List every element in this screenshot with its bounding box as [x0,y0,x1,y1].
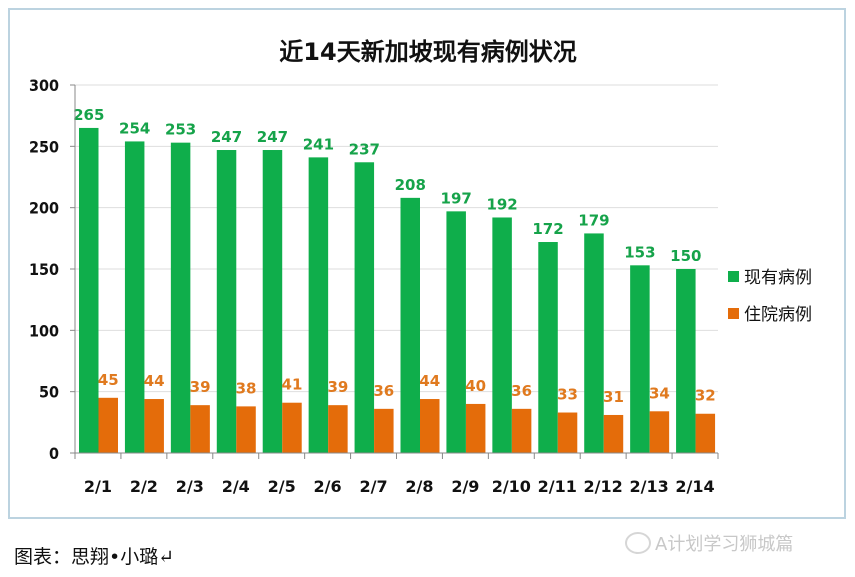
data-label: 32 [695,387,716,405]
data-label: 254 [119,119,150,137]
bar-active [216,150,237,453]
data-label: 179 [578,211,609,229]
bar-hospitalized [236,406,256,453]
data-label: 39 [327,378,348,396]
bar-active [446,211,466,453]
bar-active [170,142,191,454]
x-tick-label: 2/11 [538,477,577,496]
x-tick-label: 2/10 [492,477,531,496]
chart-title: 近14天新加坡现有病例状况 [279,38,576,66]
data-label: 36 [511,382,532,400]
x-tick-label: 2/8 [405,477,433,496]
bar-hospitalized [603,414,624,453]
bar-hospitalized [420,399,440,453]
data-label: 31 [603,388,624,406]
bar-hospitalized [328,405,348,453]
bar-active [492,217,512,453]
y-tick-label: 300 [29,76,59,95]
x-tick-label: 2/6 [314,477,342,496]
bar-hospitalized [98,397,118,453]
data-label: 192 [486,195,517,213]
bar-hospitalized [465,403,486,453]
data-label: 41 [282,376,303,394]
x-tick-label: 2/7 [359,477,387,496]
bar-hospitalized [144,399,164,453]
y-tick-label: 50 [39,383,59,402]
data-label: 44 [419,372,440,390]
bar-active [124,141,145,453]
bar-active [79,127,99,453]
x-tick-label: 2/1 [84,477,112,496]
figure-caption: 图表：思翔•小璐↵ [14,546,175,568]
data-label: 208 [395,176,426,194]
data-label: 44 [144,372,165,390]
data-label: 172 [532,220,563,238]
data-label: 253 [165,121,196,139]
y-tick-label: 0 [49,444,59,463]
watermark: A计划学习狮城篇 [625,530,793,556]
data-label: 197 [441,189,472,207]
legend-label: 住院病例 [744,305,812,325]
x-tick-label: 2/4 [222,477,250,496]
bar-active [584,233,604,453]
x-tick-label: 2/9 [451,477,479,496]
x-tick-label: 2/5 [268,477,296,496]
data-label: 241 [303,135,334,153]
data-label: 39 [190,378,211,396]
y-tick-label: 100 [29,321,59,340]
bar-active [262,150,283,453]
bar-hospitalized [557,412,578,453]
bar-hospitalized [282,402,302,453]
bar-active [308,157,329,453]
bar-active [400,197,420,453]
bar-hospitalized [695,413,716,453]
legend-label: 现有病例 [744,268,812,288]
data-label: 38 [236,379,257,397]
y-tick-label: 150 [29,260,59,279]
data-label: 247 [211,128,242,146]
data-label: 45 [98,371,119,389]
data-label: 34 [649,384,670,402]
y-tick-label: 200 [29,199,59,218]
data-label: 150 [670,247,701,265]
bar-active [538,242,558,453]
bar-active [676,269,696,453]
x-tick-label: 2/2 [130,477,158,496]
data-label: 153 [624,243,655,261]
bar-active [630,265,650,453]
x-tick-label: 2/14 [675,477,714,496]
bar-hospitalized [649,411,670,453]
bar-active [354,162,375,453]
wechat-icon [625,532,651,554]
data-label: 36 [373,382,394,400]
x-tick-label: 2/3 [176,477,204,496]
y-tick-label: 250 [29,137,59,156]
data-label: 33 [557,386,578,404]
data-label: 237 [349,140,380,158]
watermark-text: A计划学习狮城篇 [655,534,794,555]
bar-hospitalized [511,408,532,453]
data-label: 265 [73,106,104,124]
x-tick-label: 2/12 [584,477,623,496]
bar-hospitalized [374,408,394,453]
legend-swatch [728,308,739,319]
legend-swatch [728,271,739,282]
x-tick-label: 2/13 [629,477,668,496]
bar-hospitalized [190,405,210,453]
data-label: 247 [257,128,288,146]
data-label: 40 [465,377,486,395]
